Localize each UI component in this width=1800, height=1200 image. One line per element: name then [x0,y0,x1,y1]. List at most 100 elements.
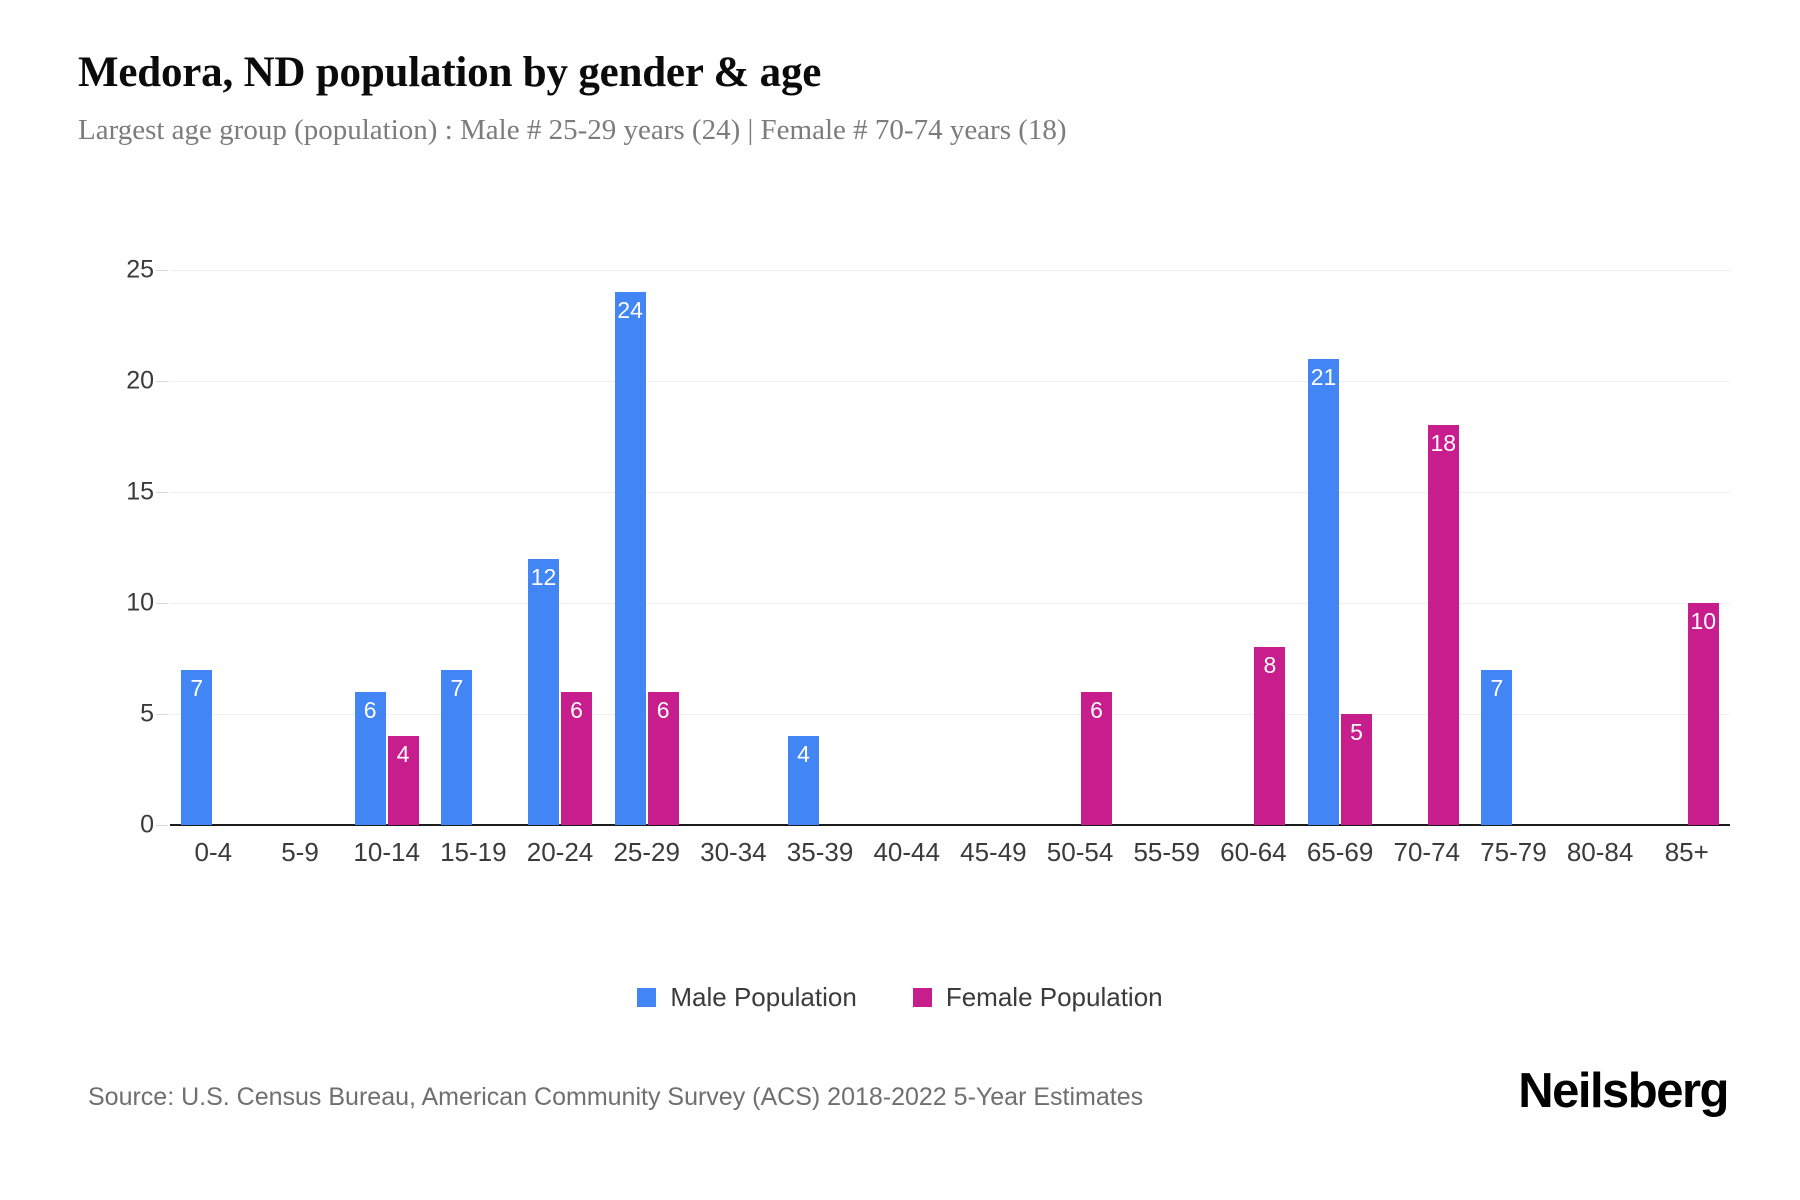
gridline-5 [170,714,1730,715]
bar-value-label: 10 [1690,608,1717,634]
bar-pair: 21 5 [1297,270,1384,825]
x-axis-label-70-74: 70-74 [1393,837,1460,867]
bar-pair: 10 [1643,270,1730,825]
bar-value-label: 18 [1430,430,1457,457]
y-axis-tick-dash-25 [156,270,168,271]
bar-female-10-14[interactable]: 4 [387,736,419,825]
legend-label: Female Population [945,982,1163,1012]
x-axis-label-15-19: 15-19 [440,837,507,867]
page-title: Medora, ND population by gender & age [78,49,822,96]
bar-group: 7 [430,270,517,825]
bar-pair [257,270,344,825]
bar-male-20-24[interactable]: 12 [528,558,560,825]
bar-value-label: 6 [570,696,583,723]
bar-group: 10 [1643,270,1730,825]
bar-value-label: 6 [656,696,670,723]
bar-group: 12 6 [517,270,604,825]
x-axis-labels: 0-4 5-9 10-14 15-19 20-24 25-29 30-34 35-39 40-4… [170,837,1730,868]
bar-pair [1123,270,1210,825]
chart-footer: Source: U.S. Census Bureau, American Com… [0,1064,1800,1145]
y-axis-tick-25: 25 [126,255,154,284]
x-axis-label-35-39: 35-39 [786,837,854,867]
bar-pair [1557,270,1644,825]
x-axis-line [170,824,1730,826]
x-axis-label-0-4: 0-4 [194,837,233,867]
bar-pair: 12 6 [517,270,604,825]
bar-pair: 6 [1037,270,1124,825]
bar-value-label: 7 [450,674,464,701]
bar-group: 4 [777,270,864,825]
bar-pair: 7 [430,270,517,825]
chart-header: Medora, ND population by gender & age La… [78,48,1728,148]
bar-female-25-29[interactable]: 6 [647,691,679,825]
x-axis-label-80-84: 80-84 [1566,837,1634,867]
bar-male-15-19[interactable]: 7 [441,669,473,825]
bar-value-label: 5 [1350,719,1363,745]
bar-value-label: 4 [797,741,810,768]
legend-item-female[interactable]: Female Population [912,982,1163,1013]
bar-female-50-54[interactable]: 6 [1081,691,1113,825]
bar-male-65-69[interactable]: 21 [1308,358,1340,825]
brand-logo: Neilsberg [1518,1064,1729,1118]
x-axis-label-40-44: 40-44 [873,837,940,867]
x-axis-label-5-9: 5-9 [281,837,319,867]
bar-group: 7 [170,270,257,825]
x-axis-label-20-24: 20-24 [526,837,594,867]
gridline-20 [170,381,1730,382]
x-axis-label-60-64: 60-64 [1220,837,1287,867]
chart-legend: Male Population Female Population [0,982,1800,1013]
bar-male-75-79[interactable]: 7 [1481,669,1513,825]
bar-pair [950,270,1037,825]
bar-pair [690,270,777,825]
bar-female-60-64[interactable]: 8 [1254,647,1286,825]
bar-male-35-39[interactable]: 4 [788,736,820,825]
bar-value-label: 6 [363,696,377,723]
bar-female-70-74[interactable]: 18 [1427,425,1459,825]
x-axis-label-85+: 85+ [1664,837,1709,867]
source-note: Source: U.S. Census Bureau, American Com… [88,1083,1144,1111]
legend-swatch-male-icon [637,988,657,1007]
bar-group [1557,270,1644,825]
y-axis-tick-dash-15 [156,492,168,493]
chart-subtitle: Largest age group (population) : Male # … [78,114,1067,147]
legend-label: Male Population [670,982,857,1012]
legend-item-male[interactable]: Male Population [637,982,857,1013]
bar-group [863,270,950,825]
y-axis-tick-0: 0 [140,810,154,839]
bar-group [257,270,344,825]
x-axis-label-25-29: 25-29 [613,837,680,867]
bar-value-label: 12 [530,563,557,590]
bar-group [950,270,1037,825]
bar-value-label: 7 [1490,674,1504,701]
bar-pair: 7 [170,270,257,825]
bar-male-0-4[interactable]: 7 [181,669,213,825]
bar-group: 8 [1210,270,1297,825]
gridline-10 [170,603,1730,604]
bar-value-label: 6 [1090,696,1103,723]
gridline-15 [170,492,1730,493]
x-axis-label-55-59: 55-59 [1133,837,1200,867]
bar-male-10-14[interactable]: 6 [354,691,386,825]
bar-female-20-24[interactable]: 6 [561,691,593,825]
x-axis-label-45-49: 45-49 [960,837,1027,867]
y-axis-tick-10: 10 [126,588,154,617]
plot-area: 7 6 4 7 12 6 24 6 4 6 8 21 5 18 7 10 0 5 10 15 20 25 0-4 5-9 1… [0,225,1800,915]
x-axis-label-30-34: 30-34 [700,837,767,867]
bar-pair: 4 [777,270,864,825]
bar-value-label: 21 [1310,363,1337,390]
legend-swatch-female-icon [912,988,932,1007]
bar-group [690,270,777,825]
bar-female-65-69[interactable]: 5 [1341,714,1373,825]
bar-female-85+[interactable]: 10 [1687,603,1719,825]
bar-group: 24 6 [603,270,690,825]
y-axis-tick-dash-20 [156,381,168,382]
bar-male-25-29[interactable]: 24 [614,292,646,825]
bar-value-label: 24 [617,297,643,324]
bar-pair: 24 6 [603,270,690,825]
x-axis-label-75-79: 75-79 [1480,837,1547,867]
bar-pair: 7 [1470,270,1557,825]
y-axis-tick-dash-10 [156,603,168,604]
